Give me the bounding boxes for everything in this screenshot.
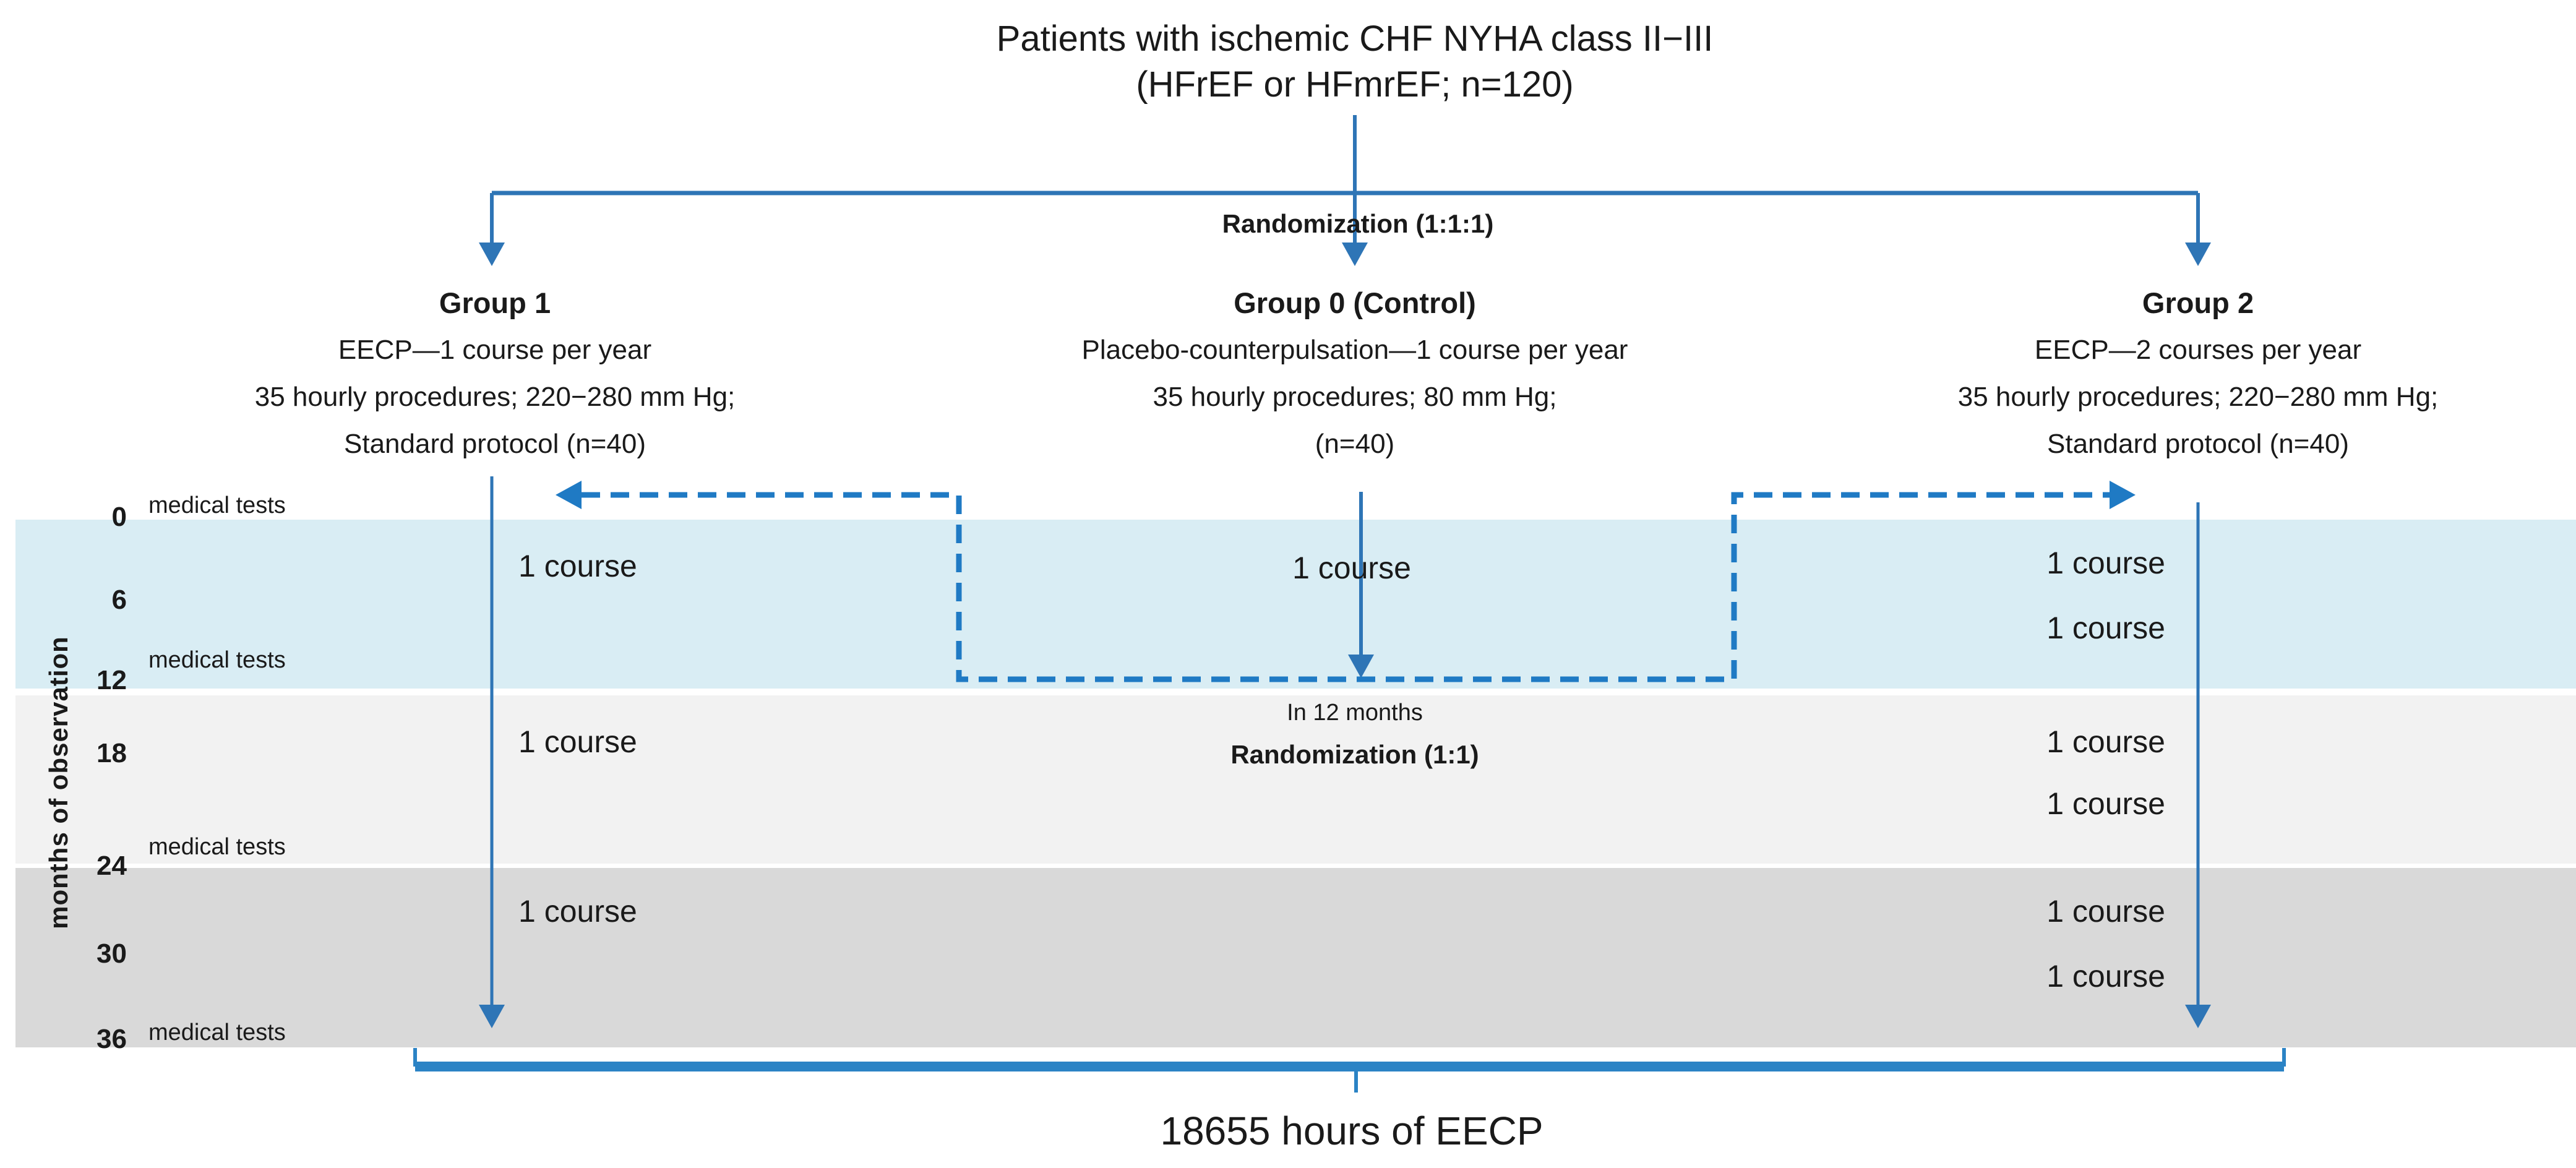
group2-line3: Standard protocol (n=40) xyxy=(2047,429,2349,459)
group2-line1: EECP—2 courses per year xyxy=(2034,335,2362,365)
group0-line3: (n=40) xyxy=(1315,429,1395,459)
rerandomization-label: Randomization (1:1) xyxy=(1230,740,1479,769)
group1-box: Group 1 EECP—1 course per year 35 hourly… xyxy=(186,280,804,468)
axis-tick-12: 12 xyxy=(97,665,127,695)
randomization-label: Randomization (1:1:1) xyxy=(1222,209,1494,238)
group2-course-year1a: 1 course xyxy=(2046,546,2165,580)
group0-name: Group 0 (Control) xyxy=(1234,286,1476,319)
arrowhead-group0 xyxy=(1342,243,1368,266)
group1-line2: 35 hourly procedures; 220−280 mm Hg; xyxy=(254,382,736,412)
group2-course-year1b: 1 course xyxy=(2046,611,2165,645)
group0-box: Group 0 (Control) Placebo-counterpulsati… xyxy=(953,280,1757,468)
rerandomization-timing-label: In 12 months xyxy=(1287,700,1423,726)
axis-tick-18: 18 xyxy=(97,738,127,768)
group0-course-year1: 1 course xyxy=(1292,551,1411,585)
group2-course-year2a: 1 course xyxy=(2046,724,2165,759)
group2-box: Group 2 EECP—2 courses per year 35 hourl… xyxy=(1827,280,2569,468)
group1-line1: EECP—1 course per year xyxy=(338,335,652,365)
diagram-title-line2: (HFrEF or HFmrEF; n=120) xyxy=(1136,64,1574,105)
group2-course-year3a: 1 course xyxy=(2046,894,2165,929)
diagram-title: Patients with ischemic CHF NYHA class II… xyxy=(997,16,1714,108)
group2-course-year2b: 1 course xyxy=(2046,786,2165,821)
axis-tick-30: 30 xyxy=(97,938,127,969)
group2-course-year3b: 1 course xyxy=(2046,959,2165,994)
medical-tests-month0: medical tests xyxy=(148,492,286,518)
dashed-arrowhead-right xyxy=(2110,481,2136,509)
group1-name: Group 1 xyxy=(439,286,551,319)
axis-tick-24: 24 xyxy=(97,851,127,881)
axis-tick-6: 6 xyxy=(111,585,127,615)
axis-tick-36: 36 xyxy=(97,1024,127,1054)
timeline-band-year3 xyxy=(15,868,2576,1047)
group1-line3: Standard protocol (n=40) xyxy=(344,429,646,459)
medical-tests-month24: medical tests xyxy=(148,834,286,860)
medical-tests-month12: medical tests xyxy=(148,647,286,673)
group2-line2: 35 hourly procedures; 220−280 mm Hg; xyxy=(1957,382,2439,412)
dashed-arrowhead-left xyxy=(556,481,582,509)
group1-course-year2: 1 course xyxy=(518,724,637,759)
arrowhead-group1 xyxy=(479,243,505,266)
arrowhead-group2 xyxy=(2185,243,2211,266)
group0-line2: 35 hourly procedures; 80 mm Hg; xyxy=(1153,382,1557,412)
group1-course-year3: 1 course xyxy=(518,894,637,929)
group1-course-year1: 1 course xyxy=(518,549,637,583)
diagram-title-line1: Patients with ischemic CHF NYHA class II… xyxy=(996,19,1714,59)
timeline-band-year2 xyxy=(15,695,2576,864)
axis-tick-0: 0 xyxy=(111,502,127,532)
group0-line1: Placebo-counterpulsation—1 course per ye… xyxy=(1081,335,1628,365)
medical-tests-month36: medical tests xyxy=(148,1020,286,1046)
group2-name: Group 2 xyxy=(2142,286,2254,319)
total-eecp-hours-label: 18655 hours of EECP xyxy=(1160,1109,1543,1153)
timeline-band-year1 xyxy=(15,520,2576,689)
eecp-total-bracket-bar xyxy=(415,1062,2284,1071)
